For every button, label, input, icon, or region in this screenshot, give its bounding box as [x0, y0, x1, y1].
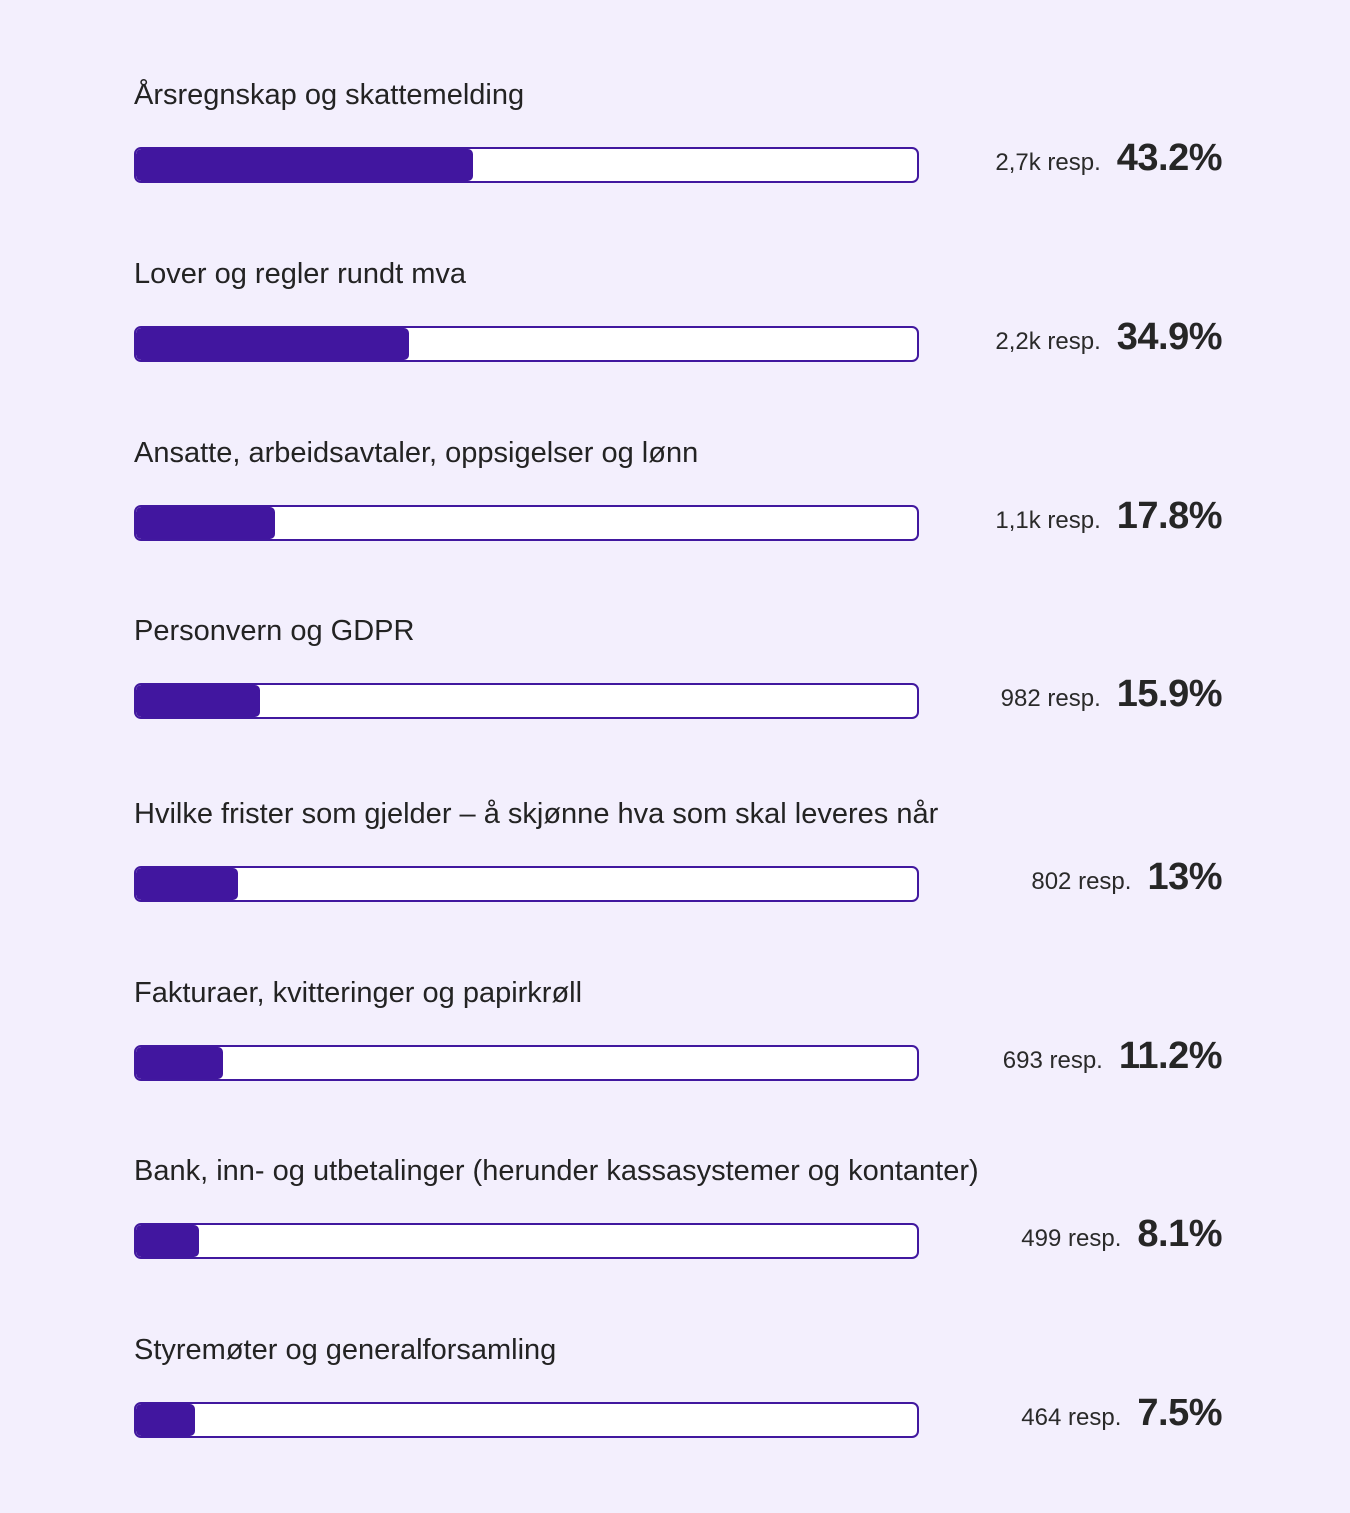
- bar-fill: [136, 1404, 195, 1436]
- response-count: 802 resp.: [1031, 868, 1132, 895]
- response-count: 464 resp.: [1021, 1404, 1122, 1431]
- percentage-value: 7.5%: [1137, 1392, 1222, 1434]
- bar-stats: 2,2k resp. 34.9%: [995, 316, 1222, 359]
- bar-fill: [136, 685, 261, 717]
- bar-track: [134, 326, 919, 362]
- category-label: Årsregnskap og skattemelding: [134, 79, 525, 111]
- chart-row: Fakturaer, kvitteringer og papirkrøll 69…: [134, 975, 1224, 1105]
- bar-stats: 693 resp. 11.2%: [1002, 1035, 1223, 1078]
- chart-row: Ansatte, arbeidsavtaler, oppsigelser og …: [134, 435, 1224, 565]
- bar-fill: [136, 1225, 200, 1257]
- chart-row: Årsregnskap og skattemelding 2,7k resp. …: [134, 77, 1224, 207]
- bar-fill: [136, 328, 409, 360]
- chart-row: Styremøter og generalforsamling 464 resp…: [134, 1332, 1224, 1462]
- chart-row: Personvern og GDPR 982 resp. 15.9%: [134, 613, 1224, 743]
- bar-track: [134, 505, 919, 541]
- response-count: 693 resp.: [1002, 1047, 1103, 1074]
- bar-fill: [136, 868, 238, 900]
- bar-track: [134, 1402, 919, 1438]
- category-label: Ansatte, arbeidsavtaler, oppsigelser og …: [134, 437, 699, 469]
- response-count: 2,7k resp.: [995, 149, 1101, 176]
- bar-track: [134, 1045, 919, 1081]
- category-label: Fakturaer, kvitteringer og papirkrøll: [134, 977, 583, 1009]
- category-label: Hvilke frister som gjelder – å skjønne h…: [134, 798, 939, 830]
- category-label: Bank, inn- og utbetalinger (herunder kas…: [134, 1155, 979, 1187]
- bar-stats: 1,1k resp. 17.8%: [995, 495, 1222, 538]
- percentage-value: 17.8%: [1116, 495, 1223, 537]
- response-count: 2,2k resp.: [995, 328, 1101, 355]
- percentage-value: 8.1%: [1137, 1213, 1222, 1255]
- bar-fill: [136, 507, 276, 539]
- percentage-value: 15.9%: [1116, 673, 1223, 715]
- response-count: 982 resp.: [1000, 685, 1101, 712]
- percentage-value: 13%: [1147, 856, 1222, 898]
- bar-fill: [136, 149, 474, 181]
- response-count: 499 resp.: [1021, 1225, 1122, 1252]
- category-label: Styremøter og generalforsamling: [134, 1334, 557, 1366]
- bar-track: [134, 1223, 919, 1259]
- bar-stats: 982 resp. 15.9%: [1000, 673, 1223, 716]
- bar-track: [134, 683, 919, 719]
- chart-row: Bank, inn- og utbetalinger (herunder kas…: [134, 1153, 1224, 1283]
- response-count: 1,1k resp.: [995, 507, 1101, 534]
- bar-stats: 2,7k resp. 43.2%: [995, 137, 1222, 180]
- percentage-value: 11.2%: [1118, 1035, 1223, 1077]
- bar-track: [134, 866, 919, 902]
- bar-stats: 499 resp. 8.1%: [1021, 1213, 1222, 1256]
- chart-row: Lover og regler rundt mva 2,2k resp. 34.…: [134, 256, 1224, 386]
- chart-row: Hvilke frister som gjelder – å skjønne h…: [134, 796, 1224, 926]
- bar-track: [134, 147, 919, 183]
- bar-stats: 464 resp. 7.5%: [1021, 1392, 1222, 1435]
- percentage-value: 34.9%: [1116, 316, 1223, 358]
- category-label: Personvern og GDPR: [134, 615, 415, 647]
- bar-fill: [136, 1047, 224, 1079]
- category-label: Lover og regler rundt mva: [134, 258, 467, 290]
- percentage-value: 43.2%: [1116, 137, 1223, 179]
- bar-stats: 802 resp. 13%: [1031, 856, 1222, 899]
